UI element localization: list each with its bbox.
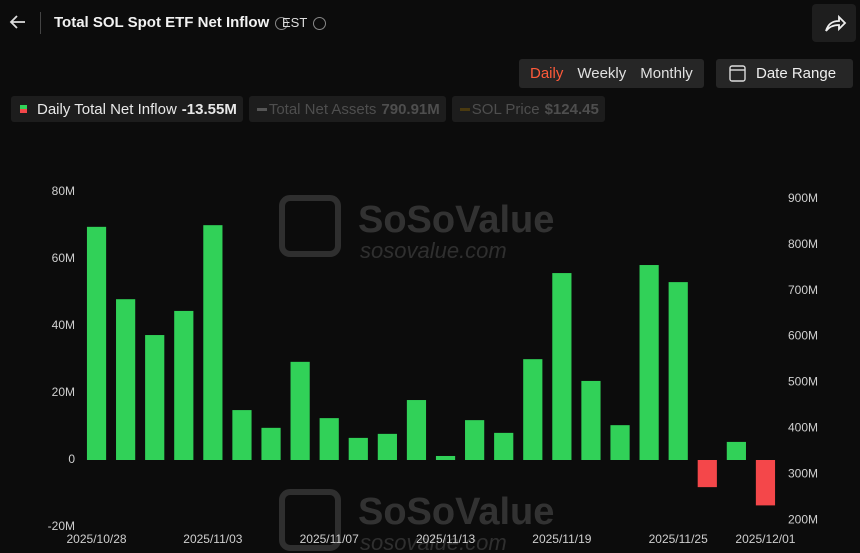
timezone-text: EST	[282, 15, 308, 30]
legend-swatch	[459, 108, 470, 111]
bar	[261, 427, 281, 460]
watermark-logo	[279, 195, 341, 257]
y-tick-label: 0	[68, 452, 75, 466]
bar	[494, 432, 514, 460]
top-bar: Total SOL Spot ETF Net Inflow EST	[0, 0, 860, 46]
bar	[116, 299, 136, 460]
legend-swatch	[20, 105, 27, 113]
separator	[40, 12, 41, 34]
bar	[726, 441, 746, 460]
bar	[465, 420, 485, 460]
y-tick-label: 40M	[52, 318, 75, 332]
x-tick-label: 2025/10/28	[67, 532, 127, 546]
tab[interactable]: Monthly	[640, 65, 693, 82]
y-tick-label: -20M	[48, 519, 75, 533]
legend-item[interactable]: Total Net Assets 790.91M	[248, 96, 446, 122]
info-icon[interactable]	[275, 16, 289, 30]
y2-tick-label: 400M	[788, 421, 818, 435]
watermark-logo	[279, 489, 341, 551]
legend-label: Total Net Assets	[268, 100, 377, 118]
legend-label: SOL Price	[471, 100, 540, 118]
x-tick-label: 2025/11/13	[416, 532, 475, 546]
legend: Daily Total Net Inflow -13.55M Total Net…	[11, 96, 605, 122]
back-button[interactable]	[8, 12, 28, 32]
tab[interactable]: Daily	[530, 65, 564, 82]
bar	[639, 265, 659, 460]
legend-value: 790.91M	[381, 100, 440, 118]
y2-tick-label: 800M	[788, 237, 818, 251]
x-tick-label: 2025/11/07	[300, 532, 359, 546]
y2-tick-label: 600M	[788, 329, 818, 343]
y2-tick-label: 500M	[788, 375, 818, 389]
bar	[523, 359, 543, 460]
legend-swatch	[256, 108, 267, 111]
bar	[610, 425, 630, 460]
title: Total SOL Spot ETF Net Inflow	[54, 14, 289, 31]
watermark-site: sosovalue.com	[360, 530, 507, 553]
bar	[86, 226, 107, 460]
x-tick-label: 2025/11/03	[183, 532, 242, 546]
tab[interactable]: Weekly	[577, 65, 627, 82]
legend-item[interactable]: Daily Total Net Inflow -13.55M	[11, 96, 243, 122]
watermark-site: sosovalue.com	[360, 238, 507, 263]
bar	[406, 400, 427, 460]
bar	[174, 310, 194, 460]
share-icon	[825, 14, 847, 32]
y2-tick-label: 900M	[788, 191, 818, 205]
legend-value: -13.55M	[181, 100, 237, 118]
y-tick-label: 20M	[52, 385, 75, 399]
calendar-icon	[729, 65, 746, 82]
bar	[377, 433, 397, 460]
legend-label: Daily Total Net Inflow	[37, 100, 177, 118]
period-tabs: Daily Weekly Monthly	[519, 59, 704, 88]
x-tick-label: 2025/11/19	[532, 532, 591, 546]
x-tick-label: 2025/12/01	[735, 532, 795, 546]
y2-tick-label: 300M	[788, 466, 818, 480]
title-text: Total SOL Spot ETF Net Inflow	[54, 14, 270, 31]
legend-value: $124.45	[544, 100, 599, 118]
watermark-brand: SoSoValue	[358, 491, 554, 533]
bar	[755, 460, 776, 506]
bar	[552, 273, 572, 460]
bar	[232, 410, 252, 460]
bar	[145, 335, 165, 460]
y2-tick-label: 200M	[788, 512, 818, 526]
bar	[203, 225, 223, 460]
bar	[348, 437, 368, 460]
bar	[435, 455, 456, 460]
timezone: EST	[282, 15, 327, 31]
info-icon[interactable]	[313, 17, 327, 31]
share-button[interactable]	[812, 4, 856, 42]
date-range-text: Date Range	[756, 65, 837, 82]
watermark-brand: SoSoValue	[358, 199, 554, 241]
legend-item[interactable]: SOL Price $124.45	[451, 96, 605, 122]
date-range-button[interactable]: Date Range	[716, 59, 853, 88]
bar	[319, 418, 339, 460]
bar	[290, 361, 310, 460]
bar	[668, 282, 688, 460]
y2-tick-label: 700M	[788, 283, 818, 297]
y-tick-label: 60M	[52, 251, 75, 265]
x-tick-label: 2025/11/25	[649, 532, 708, 546]
bar	[581, 380, 601, 460]
bar	[697, 460, 717, 488]
y-tick-label: 80M	[52, 184, 75, 198]
watermark: SoSoValue sosovalue.com SoSoValue sosova…	[279, 195, 554, 553]
